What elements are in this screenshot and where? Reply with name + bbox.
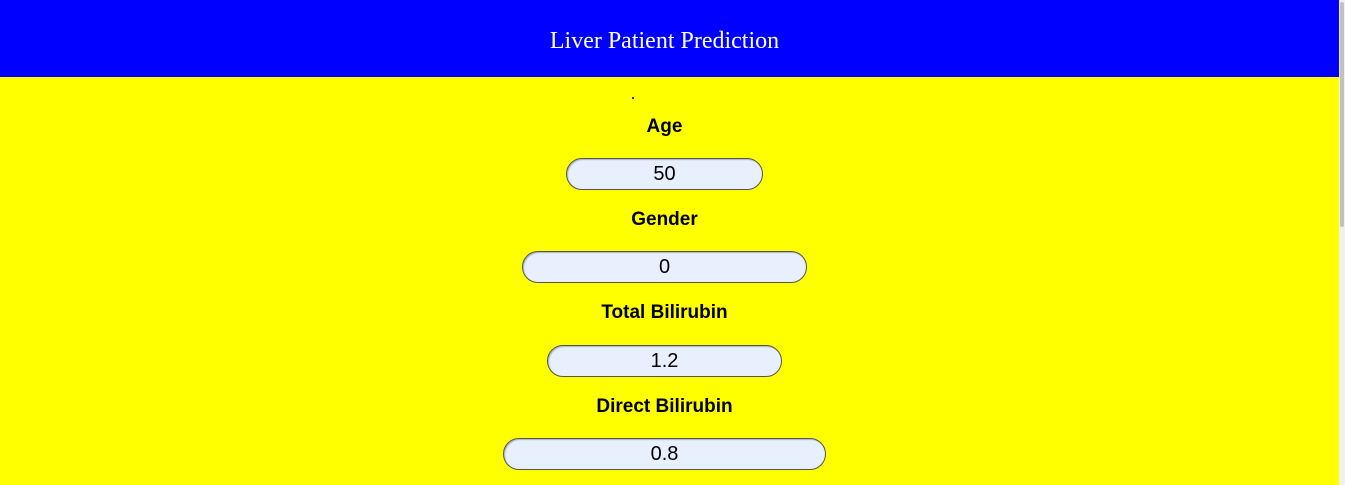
prediction-form: Age Gender Total Bilirubin Direct Biliru… [0,77,1339,485]
page-title: Liver Patient Prediction [549,28,780,54]
age-label: Age [646,116,683,137]
age-input[interactable] [566,158,763,190]
total-bilirubin-input[interactable] [547,345,782,377]
vertical-scrollbar[interactable] [1339,0,1345,485]
direct-bilirubin-input[interactable] [503,438,826,470]
stray-dot [632,97,634,99]
gender-label: Gender [631,209,698,230]
total-bilirubin-label: Total Bilirubin [601,302,728,323]
header-bar: Liver Patient Prediction [0,0,1339,77]
scrollbar-thumb[interactable] [1340,2,1344,227]
direct-bilirubin-label: Direct Bilirubin [596,396,733,417]
gender-input[interactable] [522,251,807,283]
